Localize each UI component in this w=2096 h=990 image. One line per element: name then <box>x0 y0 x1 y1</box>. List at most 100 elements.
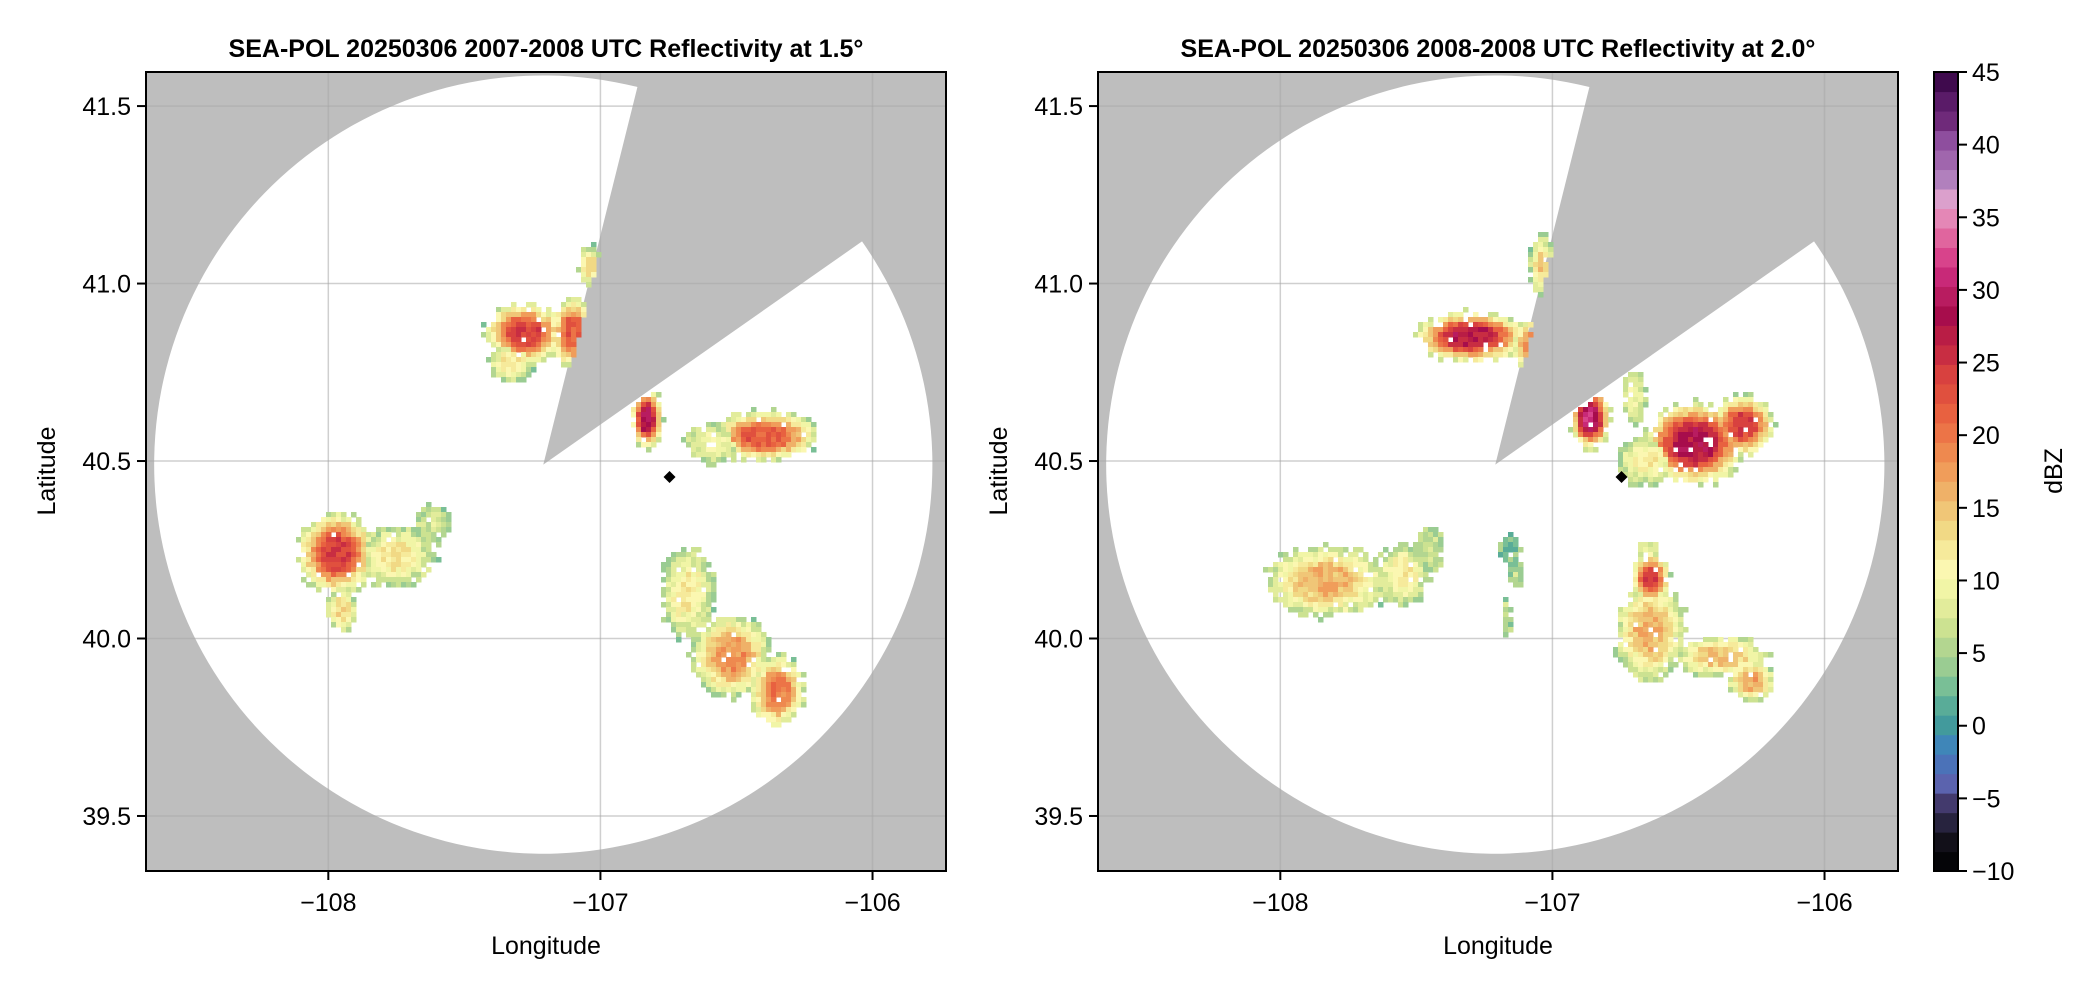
reflectivity-cell <box>716 457 722 463</box>
reflectivity-cell <box>1513 342 1519 348</box>
reflectivity-cell <box>751 642 757 648</box>
reflectivity-cell <box>1438 537 1444 543</box>
reflectivity-cell <box>1633 637 1639 643</box>
reflectivity-cell <box>1343 577 1349 583</box>
reflectivity-cell <box>1718 457 1724 463</box>
reflectivity-cell <box>1313 607 1319 613</box>
reflectivity-cell <box>1713 637 1719 643</box>
reflectivity-cell <box>1318 602 1324 608</box>
reflectivity-cell <box>496 327 502 333</box>
reflectivity-cell <box>1488 327 1494 333</box>
reflectivity-cell <box>1708 402 1714 408</box>
reflectivity-cell <box>546 312 552 318</box>
reflectivity-cell <box>526 342 532 348</box>
reflectivity-cell <box>1583 432 1589 438</box>
reflectivity-cell <box>1433 552 1439 558</box>
reflectivity-cell <box>716 437 722 443</box>
reflectivity-cell <box>731 422 737 428</box>
reflectivity-cell <box>791 412 797 418</box>
reflectivity-cell <box>1293 602 1299 608</box>
reflectivity-cell <box>586 257 592 263</box>
reflectivity-cell <box>781 717 787 723</box>
reflectivity-cell <box>491 322 497 328</box>
reflectivity-cell <box>1313 577 1319 583</box>
reflectivity-cell <box>646 427 652 433</box>
reflectivity-cell <box>701 607 707 613</box>
reflectivity-cell <box>1768 652 1774 658</box>
reflectivity-cell <box>1653 617 1659 623</box>
reflectivity-cell <box>1728 447 1734 453</box>
reflectivity-cell <box>746 422 752 428</box>
reflectivity-cell <box>1643 597 1649 603</box>
reflectivity-cell <box>726 672 732 678</box>
reflectivity-cell <box>1753 682 1759 688</box>
reflectivity-cell <box>1688 442 1694 448</box>
reflectivity-cell <box>571 327 577 333</box>
reflectivity-cell <box>716 657 722 663</box>
reflectivity-cell <box>326 547 332 553</box>
reflectivity-cell <box>556 342 562 348</box>
reflectivity-cell <box>341 532 347 538</box>
reflectivity-cell <box>1628 452 1634 458</box>
reflectivity-cell <box>1273 592 1279 598</box>
reflectivity-cell <box>731 412 737 418</box>
x-tick-label: −108 <box>1252 889 1308 917</box>
reflectivity-cell <box>1533 262 1539 268</box>
colorbar-tick-label: 25 <box>1972 350 2000 378</box>
reflectivity-cell <box>1758 697 1764 703</box>
reflectivity-cell <box>1328 592 1334 598</box>
reflectivity-cell <box>1413 332 1419 338</box>
colorbar-band <box>1934 383 1958 404</box>
reflectivity-cell <box>1653 467 1659 473</box>
reflectivity-cell <box>346 527 352 533</box>
reflectivity-cell <box>1583 427 1589 433</box>
reflectivity-cell <box>726 617 732 623</box>
reflectivity-cell <box>726 437 732 443</box>
reflectivity-cell <box>506 347 512 353</box>
reflectivity-cell <box>1753 662 1759 668</box>
reflectivity-cell <box>1638 632 1644 638</box>
reflectivity-cell <box>1718 637 1724 643</box>
reflectivity-cell <box>531 367 537 373</box>
reflectivity-cell <box>1498 552 1504 558</box>
reflectivity-cell <box>1658 417 1664 423</box>
reflectivity-cell <box>1278 597 1284 603</box>
reflectivity-cell <box>1388 587 1394 593</box>
reflectivity-cell <box>1343 602 1349 608</box>
reflectivity-cell <box>1718 667 1724 673</box>
reflectivity-cell <box>1623 442 1629 448</box>
reflectivity-cell <box>1403 602 1409 608</box>
reflectivity-cell <box>716 667 722 673</box>
reflectivity-cell <box>1683 652 1689 658</box>
reflectivity-cell <box>686 437 692 443</box>
reflectivity-cell <box>1573 412 1579 418</box>
reflectivity-cell <box>1408 557 1414 563</box>
reflectivity-cell <box>1658 667 1664 673</box>
reflectivity-cell <box>1443 327 1449 333</box>
reflectivity-cell <box>336 542 342 548</box>
reflectivity-cell <box>1653 552 1659 558</box>
reflectivity-cell <box>1703 672 1709 678</box>
reflectivity-cell <box>1628 462 1634 468</box>
reflectivity-cell <box>321 517 327 523</box>
reflectivity-cell <box>1398 582 1404 588</box>
reflectivity-cell <box>1508 617 1514 623</box>
reflectivity-cell <box>536 327 542 333</box>
reflectivity-cell <box>1493 322 1499 328</box>
reflectivity-cell <box>1408 582 1414 588</box>
reflectivity-cell <box>751 412 757 418</box>
reflectivity-cell <box>1768 677 1774 683</box>
reflectivity-cell <box>726 427 732 433</box>
reflectivity-cell <box>791 422 797 428</box>
reflectivity-cell <box>1448 347 1454 353</box>
reflectivity-cell <box>551 322 557 328</box>
reflectivity-cell <box>1643 662 1649 668</box>
reflectivity-cell <box>1288 582 1294 588</box>
reflectivity-cell <box>1398 602 1404 608</box>
reflectivity-cell <box>416 522 422 528</box>
reflectivity-cell <box>346 582 352 588</box>
reflectivity-cell <box>1663 652 1669 658</box>
colorbar-tick-label: 20 <box>1972 422 2000 450</box>
reflectivity-cell <box>1488 322 1494 328</box>
reflectivity-cell <box>1633 612 1639 618</box>
